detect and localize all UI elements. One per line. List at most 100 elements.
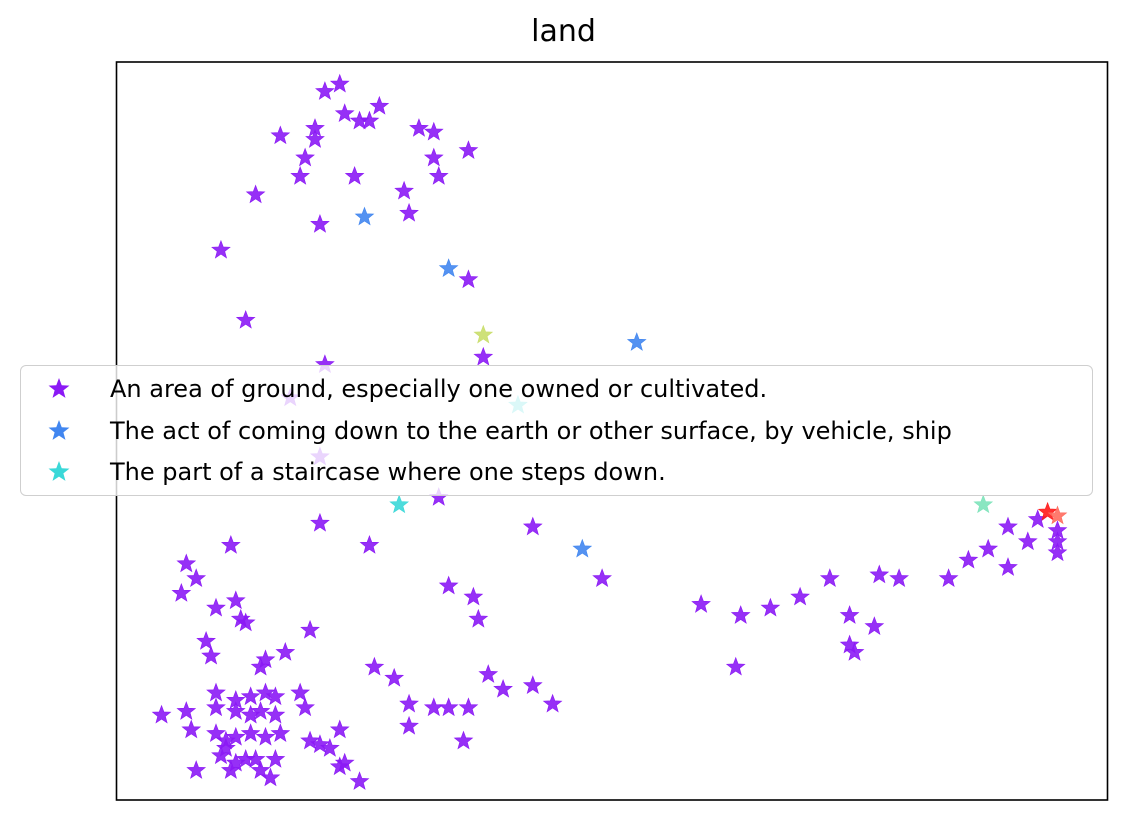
- point-series-1-10: [295, 147, 315, 167]
- point-series-1-55: [225, 701, 246, 720]
- point-series-1-96: [542, 693, 563, 713]
- point-series-1-69: [310, 734, 330, 754]
- point-series-1-62: [206, 723, 226, 742]
- point-series-1-13: [423, 121, 444, 141]
- point-series-1-99: [453, 730, 474, 750]
- point-series-1-90: [399, 693, 419, 713]
- point-series-1-111: [844, 642, 865, 661]
- point-series-1-101: [691, 594, 711, 613]
- point-series-1-95: [522, 675, 543, 694]
- point-series-1-38: [206, 597, 226, 617]
- point-series-1-98: [399, 715, 419, 735]
- point-series-1-37: [225, 590, 246, 610]
- point-series-1-75: [319, 737, 340, 757]
- point-series-1-122: [1047, 531, 1068, 551]
- legend: An area of ground, especially one owned …: [20, 365, 1093, 496]
- point-series-1-3: [334, 103, 355, 123]
- point-series-1-65: [240, 723, 261, 742]
- point-series-1-105: [819, 568, 840, 587]
- point-series-1-47: [206, 682, 226, 702]
- point-series-2-2: [438, 258, 459, 278]
- point-series-1-121: [998, 557, 1018, 576]
- point-series-1-61: [181, 719, 202, 739]
- point-series-1-92: [438, 697, 459, 717]
- point-series-1-43: [201, 645, 221, 665]
- point-series-1-5: [359, 110, 380, 130]
- point-series-2-3: [626, 332, 647, 351]
- legend-star-icon-1: [48, 378, 70, 398]
- point-series-1-9: [305, 129, 325, 148]
- point-series-1-58: [265, 704, 286, 724]
- legend-label-series-3: The part of a staircase where one steps …: [110, 458, 666, 486]
- point-series-3-1: [389, 494, 410, 514]
- point-series-2-1: [354, 206, 375, 226]
- point-series-1-40: [235, 612, 256, 632]
- point-series-1-81: [250, 760, 271, 779]
- point-series-1-24: [235, 309, 256, 329]
- point-series-1-53: [176, 701, 197, 720]
- point-series-1-88: [364, 656, 385, 676]
- point-series-1-49: [240, 686, 261, 706]
- point-series-2-4: [572, 538, 593, 558]
- point-series-1-82: [260, 767, 281, 787]
- point-series-1-54: [206, 697, 226, 717]
- point-series-1-26: [473, 346, 494, 366]
- point-series-1-23: [458, 269, 479, 289]
- point-series-1-57: [250, 701, 271, 720]
- plot-marks: [151, 73, 1068, 790]
- point-series-1-51: [265, 686, 286, 706]
- point-series-1-6: [369, 95, 390, 115]
- point-series-1-70: [329, 719, 350, 739]
- point-series-1-31: [310, 512, 330, 532]
- point-series-1-91: [423, 697, 444, 717]
- point-series-1-46: [275, 642, 296, 661]
- point-series-1-1: [315, 81, 335, 100]
- point-series-1-20: [399, 202, 419, 222]
- point-series-1-7: [270, 125, 291, 145]
- point-series-1-21: [310, 214, 330, 233]
- point-series-1-35: [186, 568, 207, 587]
- point-series-1-107: [889, 568, 909, 587]
- point-series-1-2: [329, 73, 350, 93]
- point-series-1-103: [760, 597, 781, 617]
- point-series-1-34: [176, 553, 197, 573]
- point-series-1-83: [329, 756, 350, 776]
- point-series-1-64: [225, 726, 246, 746]
- point-series-1-66: [255, 726, 276, 746]
- point-series-1-77: [216, 737, 236, 757]
- point-series-1-119: [1017, 531, 1038, 551]
- point-series-1-97: [458, 697, 479, 717]
- point-series-1-116: [998, 516, 1018, 536]
- point-series-1-120: [1047, 542, 1068, 562]
- point-series-1-11: [290, 166, 311, 185]
- legend-star-icon-3: [48, 461, 70, 481]
- point-series-1-86: [463, 586, 484, 606]
- point-other-1: [473, 324, 494, 344]
- point-series-1-113: [938, 568, 959, 587]
- point-series-1-74: [265, 749, 286, 768]
- point-series-1-18: [394, 180, 414, 200]
- point-other-2: [973, 494, 994, 514]
- point-series-1-67: [270, 723, 291, 742]
- point-series-1-16: [428, 166, 449, 185]
- point-series-1-94: [493, 678, 513, 698]
- point-series-1-112: [725, 656, 746, 676]
- point-series-1-106: [869, 564, 890, 584]
- point-series-1-22: [211, 239, 231, 259]
- point-series-1-60: [151, 704, 172, 724]
- point-series-1-115: [978, 538, 999, 558]
- point-series-1-104: [790, 586, 810, 606]
- point-series-1-32: [359, 535, 380, 554]
- point-other-4: [1047, 505, 1068, 525]
- point-series-1-100: [592, 568, 612, 587]
- point-series-1-45: [250, 656, 271, 676]
- point-series-1-80: [220, 760, 241, 779]
- point-series-1-93: [478, 664, 499, 683]
- point-series-1-50: [255, 682, 276, 702]
- legend-star-icon-2: [48, 420, 70, 440]
- point-series-1-78: [235, 749, 256, 768]
- point-series-1-52: [290, 682, 311, 702]
- point-series-1-102: [730, 605, 751, 624]
- point-series-1-19: [245, 184, 266, 204]
